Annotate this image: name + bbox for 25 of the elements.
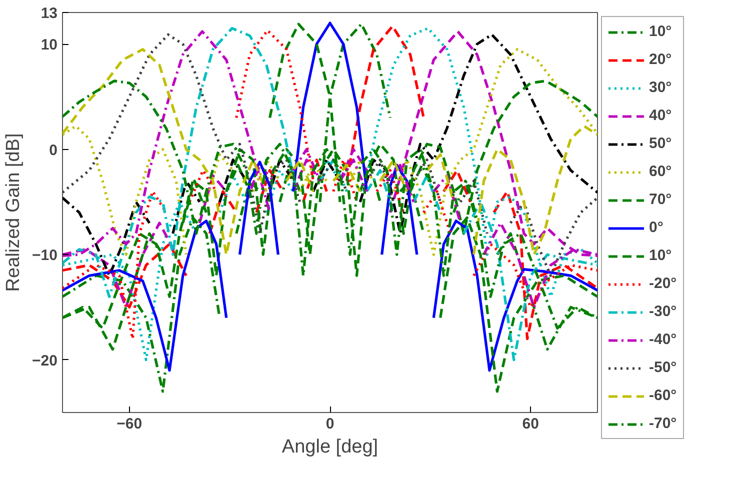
legend-label: 40°	[649, 107, 672, 124]
legend-label: -70°	[649, 415, 677, 432]
legend-label: -30°	[649, 303, 677, 320]
legend-label: 10°	[649, 247, 672, 264]
y-tick-label: 10	[40, 36, 58, 54]
legend-label: -50°	[649, 359, 677, 376]
x-axis-title: Angle [deg]	[282, 436, 378, 458]
legend-label: 50°	[649, 135, 672, 152]
legend-label: -60°	[649, 387, 677, 404]
y-axis-title: Realized Gain [dB]	[3, 133, 24, 292]
legend-label: 60°	[649, 163, 672, 180]
x-tick-label: 0	[326, 416, 334, 432]
legend-label: 30°	[649, 79, 672, 96]
legend-label: -40°	[649, 331, 677, 348]
legend-label: 20°	[649, 51, 672, 68]
legend-label: 70°	[649, 191, 672, 208]
x-tick-label: 60	[522, 416, 539, 432]
legend-label: 0°	[649, 219, 664, 236]
y-tick-label: 0	[49, 142, 58, 159]
y-tick-label: −10	[32, 247, 58, 264]
legend-label: 10°	[649, 23, 672, 40]
legend-label: -20°	[649, 275, 677, 292]
y-tick-label: −20	[32, 352, 58, 370]
x-tick-label: −60	[116, 416, 142, 432]
y-tick-label: 13	[40, 5, 58, 22]
